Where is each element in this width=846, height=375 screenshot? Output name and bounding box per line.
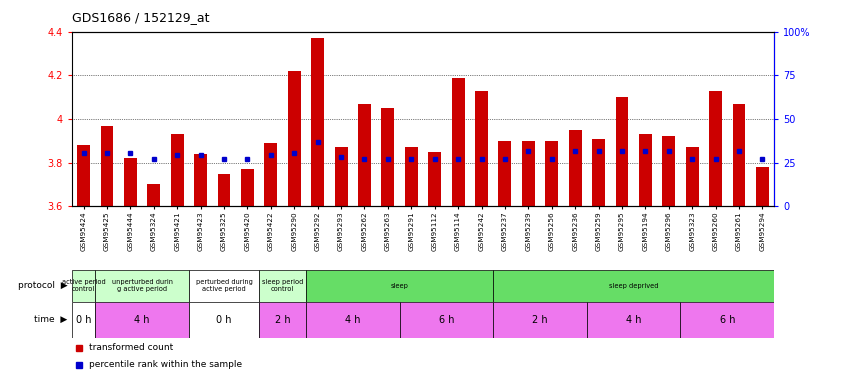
Text: 4 h: 4 h bbox=[135, 315, 150, 325]
Bar bbox=[195, 154, 207, 206]
Bar bbox=[680, 302, 774, 338]
Bar bbox=[428, 152, 441, 206]
Bar bbox=[498, 141, 511, 206]
Text: transformed count: transformed count bbox=[90, 344, 173, 352]
Bar bbox=[662, 136, 675, 206]
Text: perturbed during
active period: perturbed during active period bbox=[195, 279, 252, 292]
Bar bbox=[592, 139, 605, 206]
Bar bbox=[733, 104, 745, 206]
Bar bbox=[72, 302, 96, 338]
Text: 4 h: 4 h bbox=[345, 315, 360, 325]
Text: sleep period
control: sleep period control bbox=[262, 279, 303, 292]
Bar bbox=[709, 91, 722, 206]
Bar bbox=[259, 270, 306, 302]
Bar bbox=[405, 147, 418, 206]
Text: active period
control: active period control bbox=[62, 279, 106, 292]
Text: sleep: sleep bbox=[391, 283, 409, 289]
Bar bbox=[335, 147, 348, 206]
Bar bbox=[171, 134, 184, 206]
Bar bbox=[72, 270, 96, 302]
Bar bbox=[96, 302, 189, 338]
Bar bbox=[399, 302, 493, 338]
Text: unperturbed durin
g active period: unperturbed durin g active period bbox=[112, 279, 173, 292]
Bar bbox=[587, 302, 680, 338]
Text: percentile rank within the sample: percentile rank within the sample bbox=[90, 360, 243, 369]
Bar bbox=[493, 270, 774, 302]
Bar bbox=[358, 104, 371, 206]
Bar bbox=[217, 174, 230, 206]
Text: protocol  ▶: protocol ▶ bbox=[18, 281, 68, 290]
Text: 4 h: 4 h bbox=[626, 315, 641, 325]
Text: time  ▶: time ▶ bbox=[35, 315, 68, 324]
Bar bbox=[569, 130, 581, 206]
Text: 0 h: 0 h bbox=[76, 315, 91, 325]
Bar bbox=[265, 143, 277, 206]
Bar bbox=[241, 169, 254, 206]
Bar bbox=[288, 71, 300, 206]
Bar bbox=[475, 91, 488, 206]
Text: sleep deprived: sleep deprived bbox=[609, 283, 658, 289]
Bar bbox=[259, 302, 306, 338]
Text: 0 h: 0 h bbox=[217, 315, 232, 325]
Bar bbox=[124, 158, 137, 206]
Bar bbox=[493, 302, 587, 338]
Bar bbox=[546, 141, 558, 206]
Bar bbox=[147, 184, 160, 206]
Bar bbox=[311, 38, 324, 206]
Text: GDS1686 / 152129_at: GDS1686 / 152129_at bbox=[72, 11, 210, 24]
Bar bbox=[306, 302, 399, 338]
Bar bbox=[616, 97, 629, 206]
Text: 2 h: 2 h bbox=[275, 315, 290, 325]
Bar bbox=[382, 108, 394, 206]
Bar bbox=[77, 145, 90, 206]
Text: 2 h: 2 h bbox=[532, 315, 548, 325]
Bar bbox=[639, 134, 651, 206]
Bar bbox=[101, 126, 113, 206]
Bar bbox=[96, 270, 189, 302]
Text: 6 h: 6 h bbox=[720, 315, 735, 325]
Text: 6 h: 6 h bbox=[439, 315, 454, 325]
Bar bbox=[756, 167, 769, 206]
Bar bbox=[686, 147, 699, 206]
Bar bbox=[306, 270, 493, 302]
Bar bbox=[189, 302, 259, 338]
Bar bbox=[452, 78, 464, 206]
Bar bbox=[189, 270, 259, 302]
Bar bbox=[522, 141, 535, 206]
